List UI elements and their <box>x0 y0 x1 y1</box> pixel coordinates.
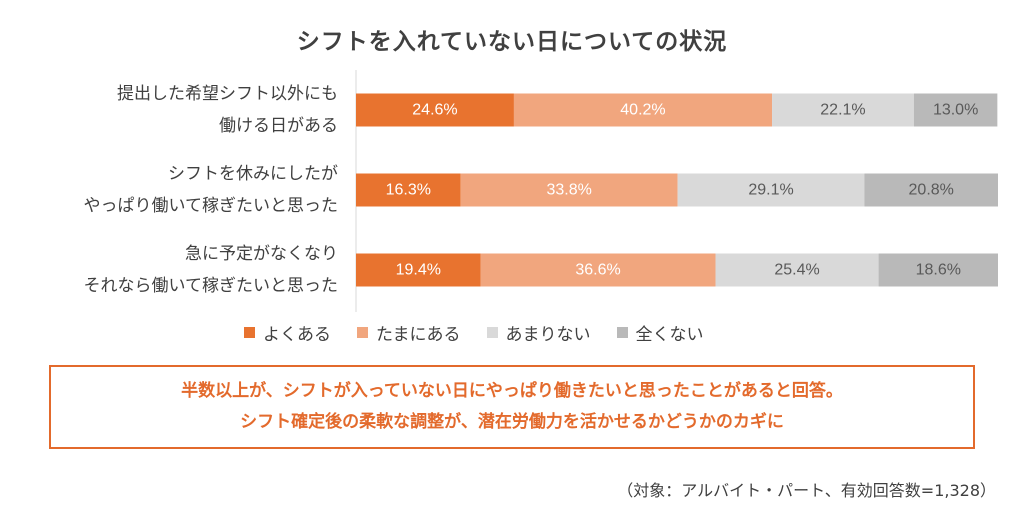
legend-swatch <box>357 326 368 338</box>
bar-segment <box>878 253 998 287</box>
category-label: 急に予定がなくなり <box>185 244 338 264</box>
summary-box: 半数以上が、シフトが入っていない日にやっぱり働きたいと思ったことがあると回答。 … <box>49 365 975 449</box>
category-label: それなら働いて稼ぎたいと思った <box>84 276 339 296</box>
bar-segment <box>513 93 773 127</box>
data-label: 19.4% <box>396 262 441 279</box>
data-label: 16.3% <box>386 182 431 199</box>
legend-swatch <box>616 326 628 338</box>
chart-title: シフトを入れていない日についての状況 <box>296 29 728 55</box>
bar-segment <box>460 173 678 207</box>
data-label: 24.6% <box>412 102 457 119</box>
data-label: 29.1% <box>748 182 793 199</box>
legend-label: 全くない <box>635 324 704 345</box>
legend-item: よくある <box>244 320 331 345</box>
bar-segment <box>677 173 865 207</box>
data-label: 18.6% <box>916 262 961 279</box>
legend-item: 全くない <box>616 320 704 345</box>
legend-label: あまりない <box>505 324 591 345</box>
category-label: 提出した希望シフト以外にも <box>117 84 338 104</box>
legend-label: よくある <box>263 324 331 345</box>
legend-item: あまりない <box>486 320 591 345</box>
data-label: 25.4% <box>774 262 819 279</box>
footnote: （対象：アルバイト・パート、有効回答数=1,328） <box>617 481 996 500</box>
summary-line-1: 半数以上が、シフトが入っていない日にやっぱり働きたいと思ったことがあると回答。 <box>181 381 843 401</box>
data-label: 33.8% <box>546 182 591 199</box>
bar-segment <box>715 253 879 287</box>
data-label: 20.8% <box>909 182 954 199</box>
legend-label: たまにある <box>376 324 461 345</box>
bar-segment <box>356 173 461 207</box>
category-label: やっぱり働いて稼ぎたいと思った <box>84 196 339 216</box>
data-label: 36.6% <box>575 262 620 279</box>
category-label: シフトを休みにしたが <box>168 164 338 184</box>
bar-segment <box>356 93 514 127</box>
legend-item: たまにある <box>357 320 461 345</box>
bar-segment <box>480 253 716 287</box>
data-label: 13.0% <box>933 102 978 119</box>
bar-segment <box>864 173 998 207</box>
bar-segment <box>772 93 914 127</box>
chart-legend: よくある たまにある あまりない 全くない <box>244 320 704 345</box>
legend-swatch <box>244 326 255 338</box>
category-label: 働ける日がある <box>219 116 338 136</box>
data-label: 22.1% <box>820 102 865 119</box>
legend-swatch <box>486 326 498 338</box>
summary-line-2: シフト確定後の柔軟な調整が、潜在労働力を活かせるかどうかのカギに <box>240 412 784 432</box>
data-label: 40.2% <box>620 102 665 119</box>
bar-segment <box>913 93 998 127</box>
bar-segment <box>356 253 481 287</box>
